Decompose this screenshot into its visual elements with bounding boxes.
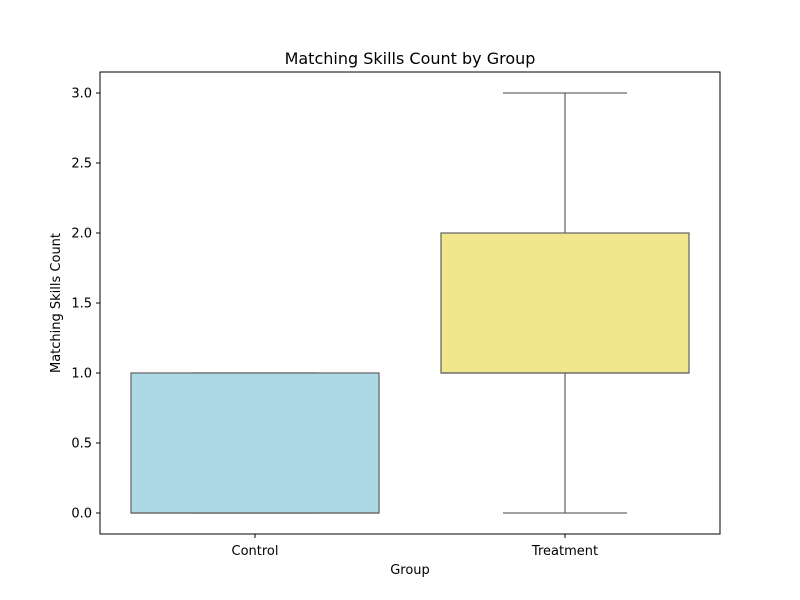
y-axis-label: Matching Skills Count bbox=[49, 233, 64, 373]
y-tick-label: 1.5 bbox=[71, 297, 92, 312]
y-tick-label: 2.5 bbox=[71, 157, 92, 172]
y-tick-label: 2.0 bbox=[71, 227, 92, 242]
y-tick-label: 0.0 bbox=[71, 507, 92, 522]
x-tick-label-control: Control bbox=[232, 544, 279, 559]
y-tick-label: 1.0 bbox=[71, 367, 92, 382]
x-axis-label: Group bbox=[390, 563, 430, 578]
plot-area: Control Treatment 0.0 0.5 1.0 1.5 2.0 2.5 3.0 bbox=[71, 71, 721, 559]
x-tick-label-treatment: Treatment bbox=[531, 544, 598, 559]
box-control bbox=[130, 372, 380, 514]
chart-title: Matching Skills Count by Group bbox=[285, 49, 536, 68]
y-tick-label: 3.0 bbox=[71, 87, 92, 102]
box-treatment bbox=[440, 232, 690, 374]
y-tick-label: 0.5 bbox=[71, 437, 92, 452]
plot-frame bbox=[99, 71, 721, 535]
